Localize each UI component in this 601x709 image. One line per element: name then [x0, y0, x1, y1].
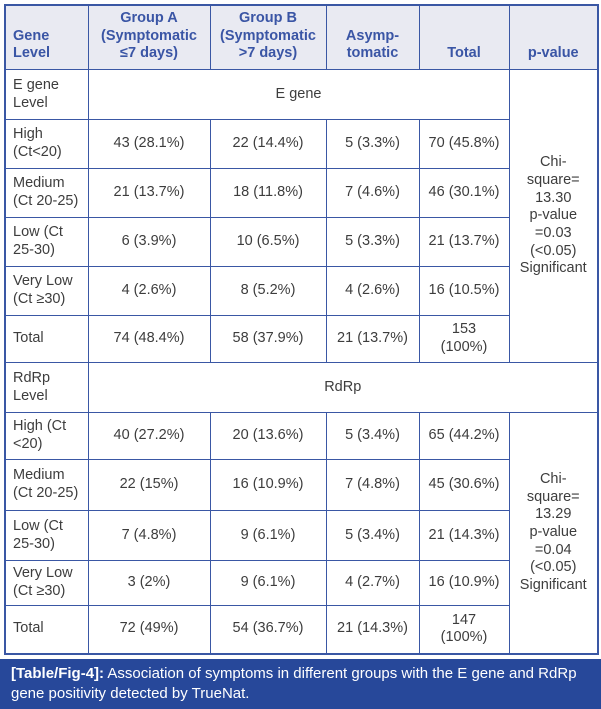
- cell-group-a: 74 (48.4%): [87, 315, 211, 364]
- table-row: Very Low (Ct ≥30) 3 (2%) 9 (6.1%) 4 (2.7…: [4, 560, 598, 607]
- cell-total: 70 (45.8%): [418, 119, 510, 170]
- table-row: High (Ct <20) 40 (27.2%) 20 (13.6%) 5 (3…: [4, 412, 599, 655]
- figure-page: Gene Level Group A (Symptomatic ≤7 days)…: [0, 4, 601, 709]
- col-header-total: Total: [418, 4, 510, 71]
- row-label: Medium (Ct 20-25): [4, 459, 89, 512]
- cell-total: 21 (14.3%): [418, 510, 510, 562]
- cell-asymptomatic: 7 (4.8%): [325, 459, 420, 512]
- cell-group-a: 22 (15%): [87, 459, 211, 512]
- cell-group-a: 40 (27.2%): [87, 412, 211, 461]
- p-value-cell-rdrp: Chi- square= 13.29 p-value =0.04 (<0.05)…: [508, 412, 599, 655]
- caption-text: Association of symptoms in different gro…: [11, 665, 577, 702]
- cell-asymptomatic: 4 (2.7%): [325, 560, 420, 607]
- section-label-rdrp: RdRp Level: [4, 362, 89, 414]
- col-header-group-b: Group B (Symptomatic >7 days): [209, 4, 327, 71]
- row-label: Very Low (Ct ≥30): [4, 560, 89, 607]
- table-row: Very Low (Ct ≥30) 4 (2.6%) 8 (5.2%) 4 (2…: [4, 266, 598, 317]
- cell-asymptomatic: 5 (3.4%): [325, 412, 420, 461]
- caption-tag: [Table/Fig-4]:: [11, 665, 105, 682]
- cell-group-a: 43 (28.1%): [87, 119, 211, 170]
- cell-group-b: 9 (6.1%): [209, 560, 327, 607]
- cell-asymptomatic: 5 (3.4%): [325, 510, 420, 562]
- cell-group-a: 4 (2.6%): [87, 266, 211, 317]
- cell-group-b: 58 (37.9%): [209, 315, 327, 364]
- cell-total: 46 (30.1%): [418, 168, 510, 219]
- cell-asymptomatic: 5 (3.3%): [325, 119, 420, 170]
- row-label: Very Low (Ct ≥30): [4, 266, 89, 317]
- cell-group-b: 10 (6.5%): [209, 217, 327, 268]
- section-row-rdrp: RdRp Level RdRp: [4, 362, 599, 414]
- cell-total: 21 (13.7%): [418, 217, 510, 268]
- row-label: Low (Ct 25-30): [4, 217, 89, 268]
- total-row: Total 74 (48.4%) 58 (37.9%) 21 (13.7%) 1…: [4, 315, 598, 364]
- col-header-group-a: Group A (Symptomatic ≤7 days): [87, 4, 211, 71]
- col-header-p-value: p-value: [508, 4, 599, 71]
- cell-asymptomatic: 21 (14.3%): [325, 605, 420, 655]
- cell-group-a: 7 (4.8%): [87, 510, 211, 562]
- header-row: Gene Level Group A (Symptomatic ≤7 days)…: [4, 4, 599, 71]
- section-span-rdrp: RdRp: [87, 362, 599, 414]
- cell-asymptomatic: 4 (2.6%): [325, 266, 420, 317]
- cell-group-a: 72 (49%): [87, 605, 211, 655]
- cell-group-b: 20 (13.6%): [209, 412, 327, 461]
- cell-group-b: 22 (14.4%): [209, 119, 327, 170]
- cell-total: 45 (30.6%): [418, 459, 510, 512]
- row-label: High (Ct<20): [4, 119, 89, 170]
- section-label-e-gene: E gene Level: [4, 69, 89, 121]
- cell-group-b: 16 (10.9%): [209, 459, 327, 512]
- row-label: Medium (Ct 20-25): [4, 168, 89, 219]
- cell-total: 153 (100%): [418, 315, 510, 364]
- row-label: Low (Ct 25-30): [4, 510, 89, 562]
- section-row-e-gene: E gene Level E gene Chi- square= 13.30 p…: [4, 69, 599, 364]
- cell-group-a: 6 (3.9%): [87, 217, 211, 268]
- cell-total: 16 (10.9%): [418, 560, 510, 607]
- cell-total: 65 (44.2%): [418, 412, 510, 461]
- cell-group-b: 54 (36.7%): [209, 605, 327, 655]
- cell-group-a: 3 (2%): [87, 560, 211, 607]
- cell-group-a: 21 (13.7%): [87, 168, 211, 219]
- figure-caption: [Table/Fig-4]: Association of symptoms i…: [0, 659, 601, 709]
- total-row: Total 72 (49%) 54 (36.7%) 21 (14.3%) 147…: [4, 605, 598, 655]
- row-label: Total: [4, 605, 89, 655]
- cell-group-b: 8 (5.2%): [209, 266, 327, 317]
- cell-group-b: 18 (11.8%): [209, 168, 327, 219]
- cell-asymptomatic: 7 (4.6%): [325, 168, 420, 219]
- cell-total: 147 (100%): [418, 605, 510, 655]
- col-header-gene-level: Gene Level: [4, 4, 89, 71]
- cell-asymptomatic: 21 (13.7%): [325, 315, 420, 364]
- cell-asymptomatic: 5 (3.3%): [325, 217, 420, 268]
- row-label: Total: [4, 315, 89, 364]
- gene-level-table: Gene Level Group A (Symptomatic ≤7 days)…: [4, 4, 599, 655]
- table-row: Low (Ct 25-30) 6 (3.9%) 10 (6.5%) 5 (3.3…: [4, 217, 598, 268]
- table-row: Low (Ct 25-30) 7 (4.8%) 9 (6.1%) 5 (3.4%…: [4, 510, 598, 562]
- cell-group-b: 9 (6.1%): [209, 510, 327, 562]
- table-row: High (Ct<20) 43 (28.1%) 22 (14.4%) 5 (3.…: [4, 119, 598, 170]
- p-value-cell-e-gene: Chi- square= 13.30 p-value =0.03 (<0.05)…: [508, 69, 599, 364]
- col-header-asymptomatic: Asymp- tomatic: [325, 4, 420, 71]
- section-span-e-gene: E gene: [87, 69, 510, 121]
- cell-total: 16 (10.5%): [418, 266, 510, 317]
- row-label: High (Ct <20): [4, 412, 89, 461]
